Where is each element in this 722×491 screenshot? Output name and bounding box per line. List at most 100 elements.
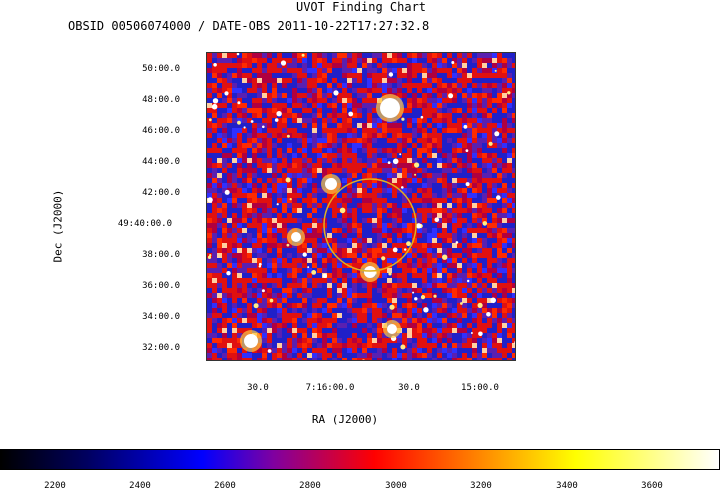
dec-tick-label: 49:40:00.0 [62,219,172,229]
point-source [254,303,259,308]
point-source [307,266,309,268]
point-source [237,121,241,125]
point-source [224,91,228,95]
sky-image [207,53,516,361]
point-source [212,104,218,110]
point-source [478,303,483,308]
point-source [276,111,281,116]
point-source [262,126,265,129]
bright-source [244,334,258,348]
point-source [456,241,459,244]
point-source [302,54,305,57]
point-source [209,118,212,121]
point-source [259,265,261,267]
point-source [466,182,470,186]
point-source [340,208,346,214]
point-source [401,118,404,121]
ra-tick-label: 7:16:00.0 [290,383,370,393]
point-source [414,162,419,167]
point-source [451,61,454,64]
ra-tick-label: 30.0 [218,383,298,393]
point-source [483,221,488,226]
point-source [442,255,447,260]
point-source [400,345,405,350]
colorbar-tick: 3000 [366,481,426,491]
x-axis-label: RA (J2000) [0,413,690,426]
point-source [348,112,353,117]
point-source [333,90,338,95]
point-source [303,252,307,256]
dec-tick-label: 50:00.0 [70,64,180,74]
point-source [287,244,290,247]
point-source [399,153,401,155]
point-source [259,263,262,266]
point-source [414,297,417,300]
y-axis-label: Dec (J2000) [52,186,65,266]
point-source [213,63,217,67]
point-source [421,295,425,299]
colorbar [0,449,720,470]
point-source [423,307,428,312]
point-source [467,280,469,282]
point-source [270,299,274,303]
colorbar-tick: 2800 [280,481,340,491]
colorbar-tick: 2600 [195,481,255,491]
bright-source [291,232,301,242]
point-source [226,271,230,275]
point-source [401,186,404,189]
ra-tick-label: 30.0 [369,383,449,393]
dec-tick-label: 32:00.0 [70,343,180,353]
bright-source [325,178,337,190]
point-source [421,116,424,119]
point-source [207,197,212,202]
uvot-image-panel[interactable] [206,52,516,361]
chart-subtitle: OBSID 00506074000 / DATE-OBS 2011-10-22T… [68,19,429,33]
point-source [311,270,316,275]
dec-tick-label: 48:00.0 [70,95,180,105]
point-source [507,91,510,94]
point-source [489,142,493,146]
dec-tick-label: 34:00.0 [70,312,180,322]
point-source [435,217,440,222]
bright-source [387,324,397,334]
point-source [433,295,436,298]
point-source [268,349,272,353]
point-source [277,203,279,205]
point-source [286,178,291,183]
point-source [490,298,496,304]
dec-tick-label: 44:00.0 [70,157,180,167]
dec-tick-label: 46:00.0 [70,126,180,136]
point-source [471,332,473,334]
colorbar-tick: 3400 [537,481,597,491]
point-source [323,274,327,278]
dec-tick-label: 42:00.0 [70,188,180,198]
point-source [466,149,469,152]
point-source [404,248,406,250]
point-source [287,135,290,138]
point-source [208,256,211,259]
point-source [388,161,391,164]
point-source [389,305,394,310]
point-source [495,70,497,72]
point-source [478,332,483,337]
point-source [486,312,491,317]
point-source [237,101,240,104]
point-source [416,223,421,228]
colorbar-tick: 3200 [451,481,511,491]
colorbar-tick: 2200 [25,481,85,491]
bright-source [380,98,400,118]
point-source [496,195,501,200]
point-source [494,131,499,136]
bright-source [364,266,376,278]
point-source [393,159,399,165]
point-source [290,198,292,200]
point-source [393,248,398,253]
point-source [381,256,385,260]
point-source [448,93,453,98]
point-source [251,120,254,123]
point-source [244,126,246,128]
point-source [213,98,218,103]
dec-tick-label: 36:00.0 [70,281,180,291]
point-source [281,60,286,65]
dec-tick-label: 38:00.0 [70,250,180,260]
